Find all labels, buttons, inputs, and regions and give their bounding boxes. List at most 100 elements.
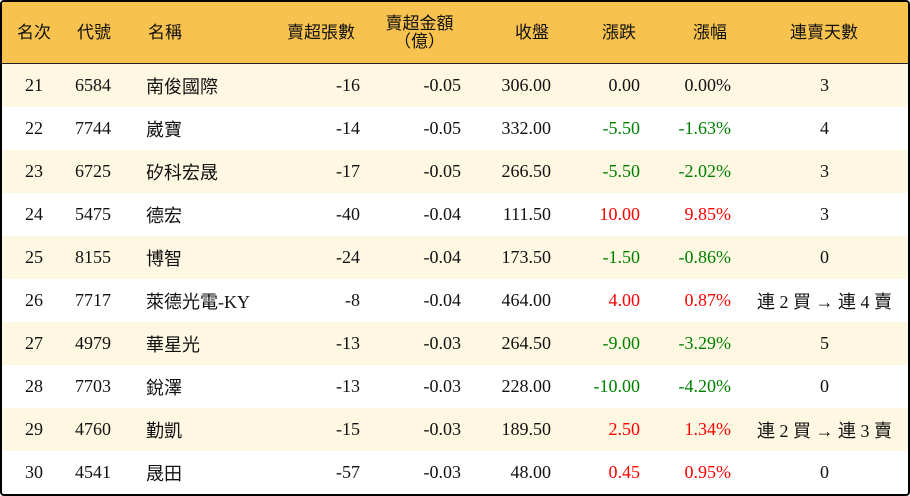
cell-shares: -15 [336, 419, 360, 439]
cell-rank: 27 [25, 333, 43, 353]
cell-shares: -16 [336, 75, 360, 95]
cell-change: -10.00 [593, 376, 641, 396]
cell-code: 7703 [75, 376, 111, 396]
cell-pct: -1.63% [678, 118, 732, 138]
cell-change: -5.50 [602, 118, 641, 138]
cell-days: 0 [820, 376, 829, 396]
cell-close: 264.50 [501, 333, 552, 353]
cell-name: 銳澤 [146, 377, 182, 398]
cell-amount: -0.04 [423, 290, 462, 310]
cell-pct: 0.00% [684, 75, 732, 95]
cell-shares: -24 [336, 247, 360, 267]
cell-rank: 30 [25, 462, 43, 482]
cell-amount: -0.04 [423, 204, 462, 224]
cell-rank: 24 [25, 204, 43, 224]
table-row: 22 7744 崴寶 -14 -0.05 332.00 -5.50 -1.63% 4 [2, 107, 908, 150]
cell-name: 南俊國際 [146, 76, 218, 97]
cell-code: 4541 [75, 462, 111, 482]
cell-amount: -0.05 [423, 118, 462, 138]
cell-close: 306.00 [501, 75, 552, 95]
cell-name: 晟田 [146, 463, 182, 484]
cell-amount: -0.03 [423, 419, 462, 439]
cell-name: 崴寶 [146, 119, 182, 140]
cell-pct: 0.87% [684, 290, 732, 310]
cell-amount: -0.03 [423, 462, 462, 482]
header-name: 名稱 [148, 22, 182, 42]
cell-pct: 1.34% [684, 419, 732, 439]
cell-days: 3 [820, 204, 829, 224]
cell-days: 3 [820, 75, 829, 95]
header-code: 代號 [77, 22, 111, 42]
cell-close: 228.00 [501, 376, 552, 396]
header-amount-unit: （億） [394, 31, 445, 51]
table-row: 26 7717 萊德光電-KY -8 -0.04 464.00 4.00 0.87% 連 2 買… [2, 279, 908, 322]
table-row: 25 8155 博智 -24 -0.04 173.50 -1.50 -0.86% 0 [2, 236, 908, 279]
header-change: 漲跌 [602, 22, 636, 42]
cell-code: 4760 [75, 419, 111, 439]
cell-amount: -0.04 [423, 247, 462, 267]
header-rank: 名次 [17, 22, 51, 42]
header-shares: 賣超張數 [287, 22, 355, 42]
cell-pct: -4.20% [678, 376, 732, 396]
cell-code: 6725 [75, 161, 111, 181]
cell-name: 博智 [146, 248, 182, 269]
cell-rank: 26 [25, 290, 43, 310]
cell-pct: 9.85% [684, 204, 732, 224]
cell-close: 464.00 [501, 290, 552, 310]
cell-change: 2.50 [608, 419, 641, 439]
table-body: 21 6584 南俊國際 -16 -0.05 306.00 0.00 0.00% 3 22 7744… [2, 64, 908, 494]
header-close: 收盤 [515, 22, 549, 42]
cell-rank: 22 [25, 118, 43, 138]
cell-code: 5475 [75, 204, 111, 224]
cell-change: -1.50 [602, 247, 641, 267]
cell-name: 矽科宏晟 [146, 162, 218, 183]
table-row: 29 4760 勤凱 -15 -0.03 189.50 2.50 1.34% 連 2 買 → 連… [2, 408, 908, 451]
header-amount: 賣超金額 （億） [377, 2, 462, 63]
cell-amount: -0.03 [423, 376, 462, 396]
cell-amount: -0.05 [423, 75, 462, 95]
cell-shares: -8 [345, 290, 360, 310]
cell-shares: -13 [336, 333, 360, 353]
cell-days: 連 2 買 → 連 4 賣 [757, 291, 892, 312]
cell-shares: -40 [336, 204, 360, 224]
cell-shares: -17 [336, 161, 360, 181]
cell-code: 7744 [75, 118, 111, 138]
cell-change: -5.50 [602, 161, 641, 181]
header-pct: 漲幅 [693, 22, 727, 42]
cell-days: 5 [820, 333, 829, 353]
cell-rank: 23 [25, 161, 43, 181]
cell-amount: -0.05 [423, 161, 462, 181]
cell-days: 0 [820, 247, 829, 267]
cell-days: 3 [820, 161, 829, 181]
cell-shares: -57 [336, 462, 360, 482]
cell-pct: 0.95% [684, 462, 732, 482]
cell-change: 0.00 [608, 75, 641, 95]
cell-shares: -13 [336, 376, 360, 396]
cell-shares: -14 [336, 118, 360, 138]
cell-code: 8155 [75, 247, 111, 267]
cell-code: 7717 [75, 290, 111, 310]
header-amount-label: 賣超金額 [385, 13, 454, 33]
cell-name: 萊德光電-KY [146, 291, 250, 312]
cell-close: 111.50 [502, 204, 551, 224]
table-row: 23 6725 矽科宏晟 -17 -0.05 266.50 -5.50 -2.02% 3 [2, 150, 908, 193]
cell-pct: -2.02% [678, 161, 732, 181]
cell-name: 勤凱 [146, 420, 182, 441]
table-row: 24 5475 德宏 -40 -0.04 111.50 10.00 9.85% 3 [2, 193, 908, 236]
cell-days: 0 [820, 462, 829, 482]
cell-rank: 29 [25, 419, 43, 439]
cell-name: 德宏 [146, 205, 182, 226]
cell-close: 332.00 [501, 118, 552, 138]
table-row: 28 7703 銳澤 -13 -0.03 228.00 -10.00 -4.20% 0 [2, 365, 908, 408]
cell-code: 6584 [75, 75, 111, 95]
cell-change: -9.00 [602, 333, 641, 353]
cell-rank: 21 [25, 75, 43, 95]
table-header: 名次 代號 名稱 賣超張數 賣超金額 （億） 收盤 漲跌 漲幅 連賣天數 [2, 2, 908, 64]
table-row: 21 6584 南俊國際 -16 -0.05 306.00 0.00 0.00% 3 [2, 64, 908, 107]
cell-pct: -0.86% [678, 247, 732, 267]
cell-change: 10.00 [599, 204, 641, 224]
cell-code: 4979 [75, 333, 111, 353]
cell-close: 266.50 [501, 161, 552, 181]
cell-close: 173.50 [501, 247, 552, 267]
